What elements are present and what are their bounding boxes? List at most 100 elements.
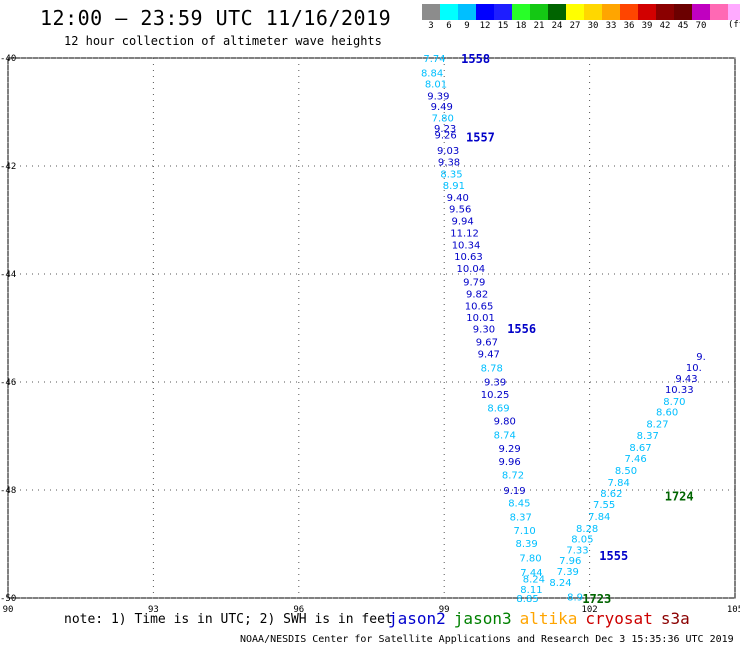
page-subtitle: 12 hour collection of altimeter wave hei…: [64, 34, 382, 48]
legend-swatch: [710, 4, 728, 20]
color-scale-bar: [422, 4, 740, 20]
wave-height-value: 8.74: [494, 430, 516, 441]
legend-label: 70: [695, 21, 707, 31]
wave-height-value: 8.72: [502, 470, 524, 481]
wave-height-value: 9.47: [478, 349, 500, 360]
satellite-label-jason3: jason3: [453, 609, 512, 628]
legend-swatch: [440, 4, 458, 20]
legend-swatch: [728, 4, 740, 20]
satellite-label-jason2: jason2: [388, 609, 446, 628]
lon-tick-label: 96: [293, 605, 304, 615]
wave-height-value: 9.38: [438, 158, 460, 169]
wave-height-value: 7.84: [588, 512, 610, 523]
wave-height-value: 10.63: [454, 252, 483, 263]
pass-time-label: 1723: [582, 592, 611, 606]
wave-height-value: 8.05: [571, 535, 593, 546]
wave-height-value: 10.33: [665, 385, 694, 396]
wave-height-value: 9.79: [463, 278, 485, 289]
lon-tick-label: 90: [3, 605, 14, 615]
lon-tick-label: 93: [148, 605, 159, 615]
wave-height-value: 9.96: [498, 457, 520, 468]
wave-height-value: 9.67: [476, 338, 498, 349]
wave-height-value: 9.39: [427, 91, 449, 102]
wave-height-value: 8.9: [567, 592, 583, 603]
wave-height-value: 8.91: [443, 181, 465, 192]
legend-swatch: [674, 4, 692, 20]
wave-height-value: 9.43: [675, 374, 697, 385]
legend-swatch: [476, 4, 494, 20]
wave-height-value: 10.: [686, 363, 702, 374]
wave-height-value: 8.84: [421, 69, 443, 80]
legend-label: 6: [446, 21, 452, 31]
satellite-label-cryosat: cryosat: [585, 609, 653, 628]
legend-label: 24: [551, 21, 563, 31]
legend-swatch: [638, 4, 656, 20]
legend-label: 39: [641, 21, 653, 31]
satellite-key: jason2 jason3 altika cryosat s3a: [388, 609, 698, 628]
legend-label: 27: [569, 21, 581, 31]
wave-height-value: 8.69: [487, 403, 509, 414]
legend-swatch: [458, 4, 476, 20]
legend-unit: (ft): [728, 20, 740, 30]
pass-time-label: 1556: [507, 322, 536, 336]
wave-height-value: 9.94: [451, 217, 473, 228]
lon-tick-label: 99: [439, 605, 450, 615]
pass-time-label: 1557: [466, 130, 495, 144]
legend-swatch: [422, 4, 440, 20]
legend-label: 45: [677, 21, 689, 31]
wave-height-value: 8.11: [520, 585, 542, 596]
legend-label: 9: [464, 21, 470, 31]
wave-height-value: 7.10: [514, 526, 536, 537]
wave-height-value: 8.37: [637, 431, 659, 442]
legend-swatch: [512, 4, 530, 20]
wave-height-value: 8.37: [510, 512, 532, 523]
wave-height-value: 8.50: [615, 466, 637, 477]
satellite-label-s3a: s3a: [660, 609, 690, 628]
legend-label: 18: [515, 21, 527, 31]
color-scale-labels: 3 6 9 12 15 18 21 24 27 30 33 36 39 42 45 70: [422, 20, 740, 32]
legend-swatch: [530, 4, 548, 20]
wave-height-value: 8.85: [516, 594, 538, 605]
wave-height-value: 9.26: [435, 131, 457, 142]
wave-height-value: 9.80: [494, 416, 516, 427]
wave-height-value: 7.84: [608, 478, 630, 489]
wave-height-value: 8.35: [440, 170, 462, 181]
wave-height-value: 7.46: [625, 454, 647, 465]
wave-height-value: 9.40: [447, 193, 469, 204]
wave-height-value: 9.30: [473, 325, 495, 336]
pass-time-label: 1555: [599, 549, 628, 563]
wave-height-value: 9.56: [449, 205, 471, 216]
wave-height-value: 8.24: [523, 575, 545, 586]
credit-line: NOAA/NESDIS Center for Satellite Applica…: [240, 634, 734, 645]
wave-height-value: 10.01: [466, 313, 495, 324]
page-title: 12:00 — 23:59 UTC 11/16/2019: [40, 6, 392, 30]
pass-time-label: 1558: [461, 52, 490, 66]
legend-swatch: [602, 4, 620, 20]
wave-height-value: 7.74: [423, 54, 445, 65]
legend-swatch: [656, 4, 674, 20]
legend-swatch: [620, 4, 638, 20]
legend-swatch: [584, 4, 602, 20]
wave-height-value: 8.01: [425, 79, 447, 90]
wave-height-value: 9.03: [437, 146, 459, 157]
legend-label: 33: [605, 21, 617, 31]
wave-height-value: 8.45: [508, 498, 530, 509]
wave-height-value: 7.39: [557, 567, 579, 578]
wave-height-value: 7.44: [520, 568, 542, 579]
wave-height-value: 8.67: [629, 443, 651, 454]
footnote: note: 1) Time is in UTC; 2) SWH is in fe…: [64, 612, 393, 627]
wave-height-value: 10.65: [465, 301, 494, 312]
legend-swatch: [494, 4, 512, 20]
wave-height-value: 8.28: [576, 524, 598, 535]
wave-height-value: 8.60: [656, 408, 678, 419]
legend-swatch: [548, 4, 566, 20]
wave-height-value: 8.27: [646, 420, 668, 431]
wave-height-value: 7.80: [519, 554, 541, 565]
legend-label: 3: [428, 21, 434, 31]
wave-height-value: 8.70: [663, 397, 685, 408]
wave-height-value: 9.29: [498, 444, 520, 455]
legend-label: 21: [533, 21, 545, 31]
wave-height-value: 9.: [696, 352, 706, 363]
wave-height-value: 10.25: [481, 390, 510, 401]
